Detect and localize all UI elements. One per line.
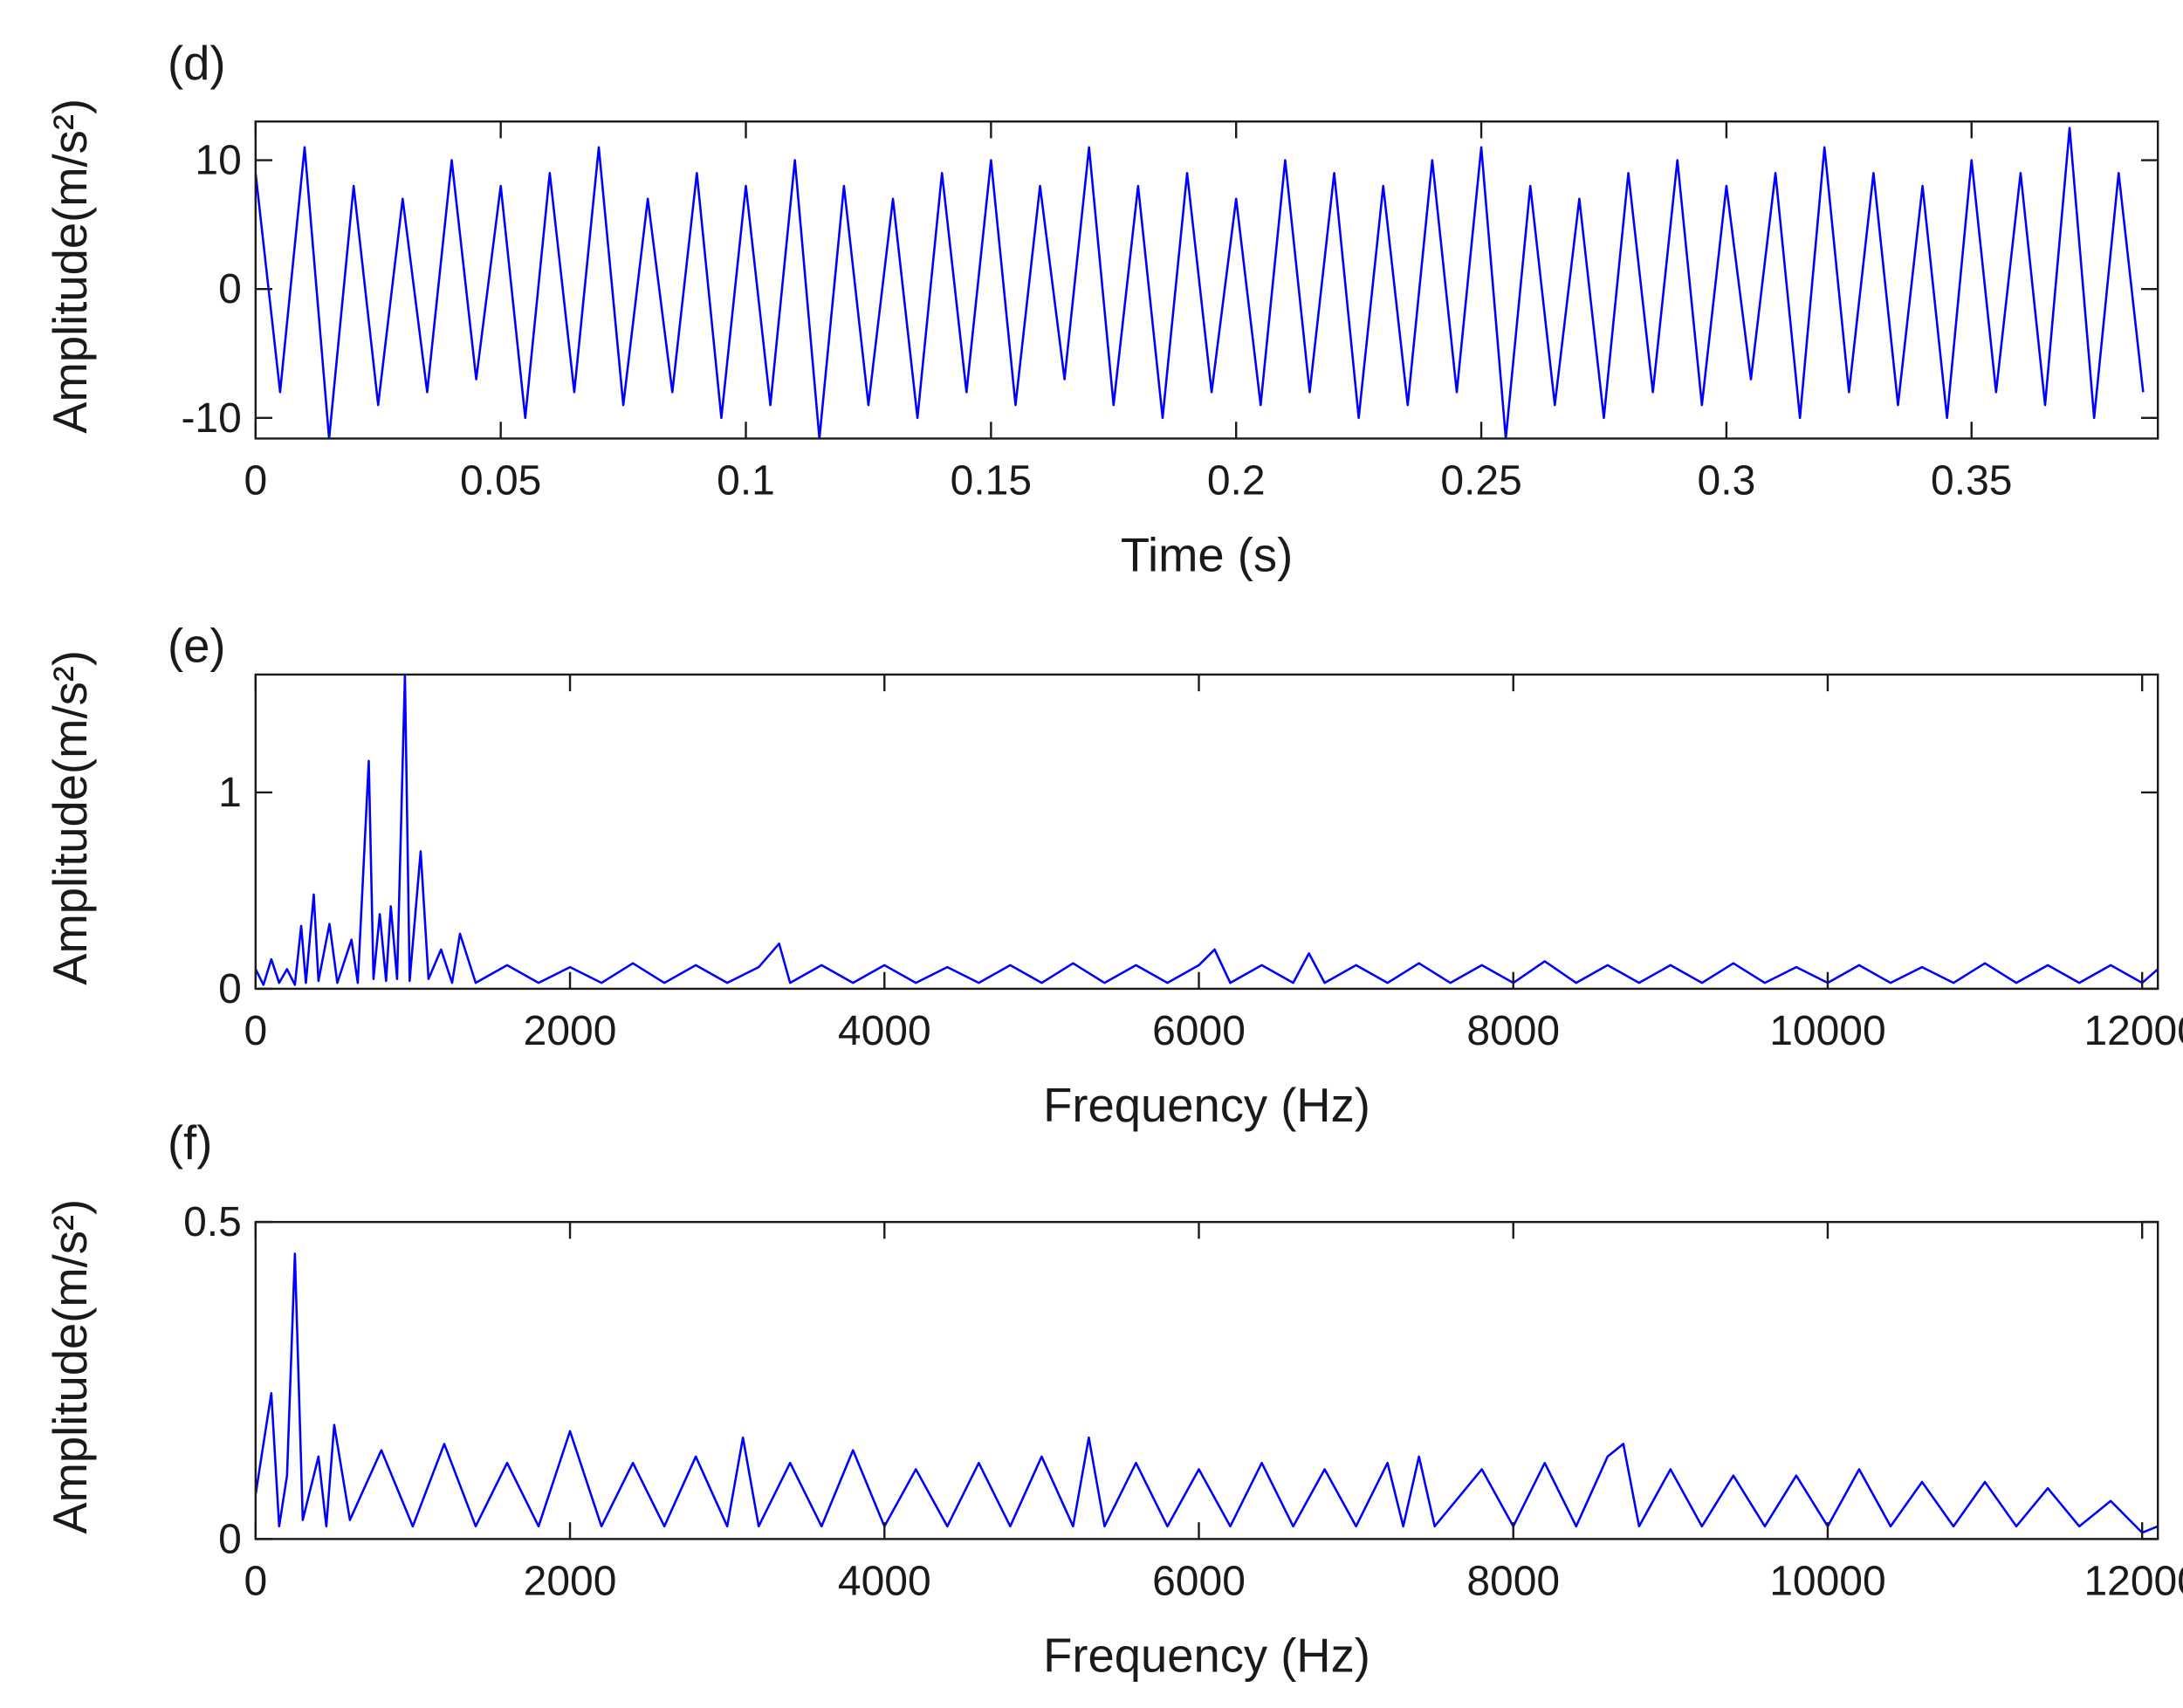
x-tick-label: 10000 <box>1769 1558 1885 1604</box>
signal-line <box>255 1252 2159 1534</box>
x-tick-label: 0.15 <box>951 457 1032 504</box>
x-tick-label: 10000 <box>1769 1008 1885 1054</box>
y-axis-label: Amplitude(m/s²) <box>44 1199 97 1534</box>
plot-area <box>255 674 2159 989</box>
x-tick-label: 4000 <box>838 1558 931 1604</box>
y-tick-label: 0 <box>218 1516 242 1562</box>
x-tick-label: 4000 <box>838 1008 931 1054</box>
signal-line <box>255 127 2145 439</box>
x-tick-label: 0.05 <box>460 457 541 504</box>
signal-line <box>255 674 2159 986</box>
y-tick-label: 1 <box>218 770 242 816</box>
panel-label: (d) <box>168 37 225 90</box>
x-tick-label: 2000 <box>524 1558 617 1604</box>
y-axis-label: Amplitude(m/s²) <box>44 650 97 985</box>
x-tick-label: 6000 <box>1152 1558 1246 1604</box>
x-axis-label: Time (s) <box>1121 528 1293 581</box>
x-tick-label: 0.3 <box>1698 457 1756 504</box>
panel-label: (f) <box>168 1116 212 1170</box>
x-tick-label: 2000 <box>524 1008 617 1054</box>
x-tick-label: 0 <box>244 1008 267 1054</box>
x-tick-label: 0.2 <box>1207 457 1266 504</box>
y-tick-label: 0 <box>218 966 242 1012</box>
x-tick-label: 0 <box>244 1558 267 1604</box>
axes-box <box>254 120 2159 440</box>
x-tick-label: 0.35 <box>1931 457 2012 504</box>
x-tick-label: 8000 <box>1466 1008 1560 1054</box>
y-axis-label: Amplitude(m/s²) <box>44 99 97 434</box>
axes-box <box>254 1220 2159 1540</box>
plot-area <box>255 121 2159 439</box>
x-axis-label: Frequency (Hz) <box>1043 1079 1370 1132</box>
panel-label: (e) <box>168 619 225 672</box>
x-axis-label: Frequency (Hz) <box>1043 1629 1370 1682</box>
y-tick-label: -10 <box>181 395 241 442</box>
x-tick-label: 0.25 <box>1440 457 1521 504</box>
x-tick-label: 6000 <box>1152 1008 1246 1054</box>
y-tick-label: 10 <box>195 138 241 184</box>
axes-box <box>254 673 2159 991</box>
y-tick-label: 0.5 <box>183 1199 242 1245</box>
x-tick-label: 0 <box>244 457 267 504</box>
plot-area <box>255 1222 2159 1540</box>
x-tick-label: 0.1 <box>717 457 775 504</box>
y-tick-label: 0 <box>218 266 242 312</box>
x-tick-label: 8000 <box>1466 1558 1560 1604</box>
